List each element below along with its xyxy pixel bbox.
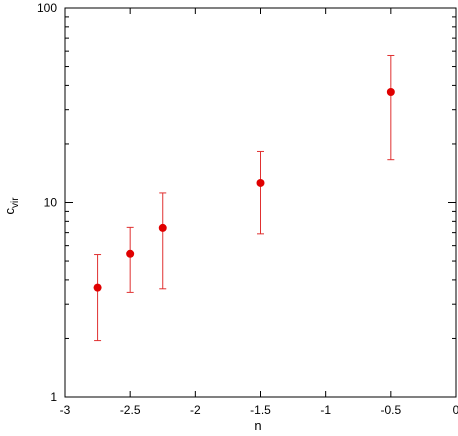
- x-tick-label: -3: [60, 403, 71, 417]
- x-tick-label: -1: [320, 403, 331, 417]
- y-axis-label: cvir: [2, 197, 21, 215]
- x-axis: -3 -2.5 -2 -1.5 -1 -0.5 0: [60, 8, 458, 417]
- x-tick-label: 0: [453, 403, 458, 417]
- x-tick-label: -0.5: [380, 403, 401, 417]
- y-tick-label: 1: [50, 390, 57, 404]
- y-tick-label: 100: [37, 1, 57, 15]
- y-axis-label-main: c: [2, 208, 17, 215]
- data-point: [256, 178, 265, 187]
- x-tick-label: -2: [190, 403, 201, 417]
- y-tick-label: 10: [44, 196, 58, 210]
- x-axis-label: n: [254, 418, 261, 433]
- data-point: [126, 249, 135, 258]
- data-series: [93, 54, 395, 342]
- data-point: [158, 223, 167, 232]
- data-point: [386, 87, 395, 96]
- y-axis-label-subscript: vir: [10, 197, 21, 208]
- x-tick-label: -1.5: [250, 403, 271, 417]
- y-axis: 1 10 100: [37, 1, 456, 404]
- data-point: [93, 283, 102, 292]
- x-tick-label: -2.5: [120, 403, 141, 417]
